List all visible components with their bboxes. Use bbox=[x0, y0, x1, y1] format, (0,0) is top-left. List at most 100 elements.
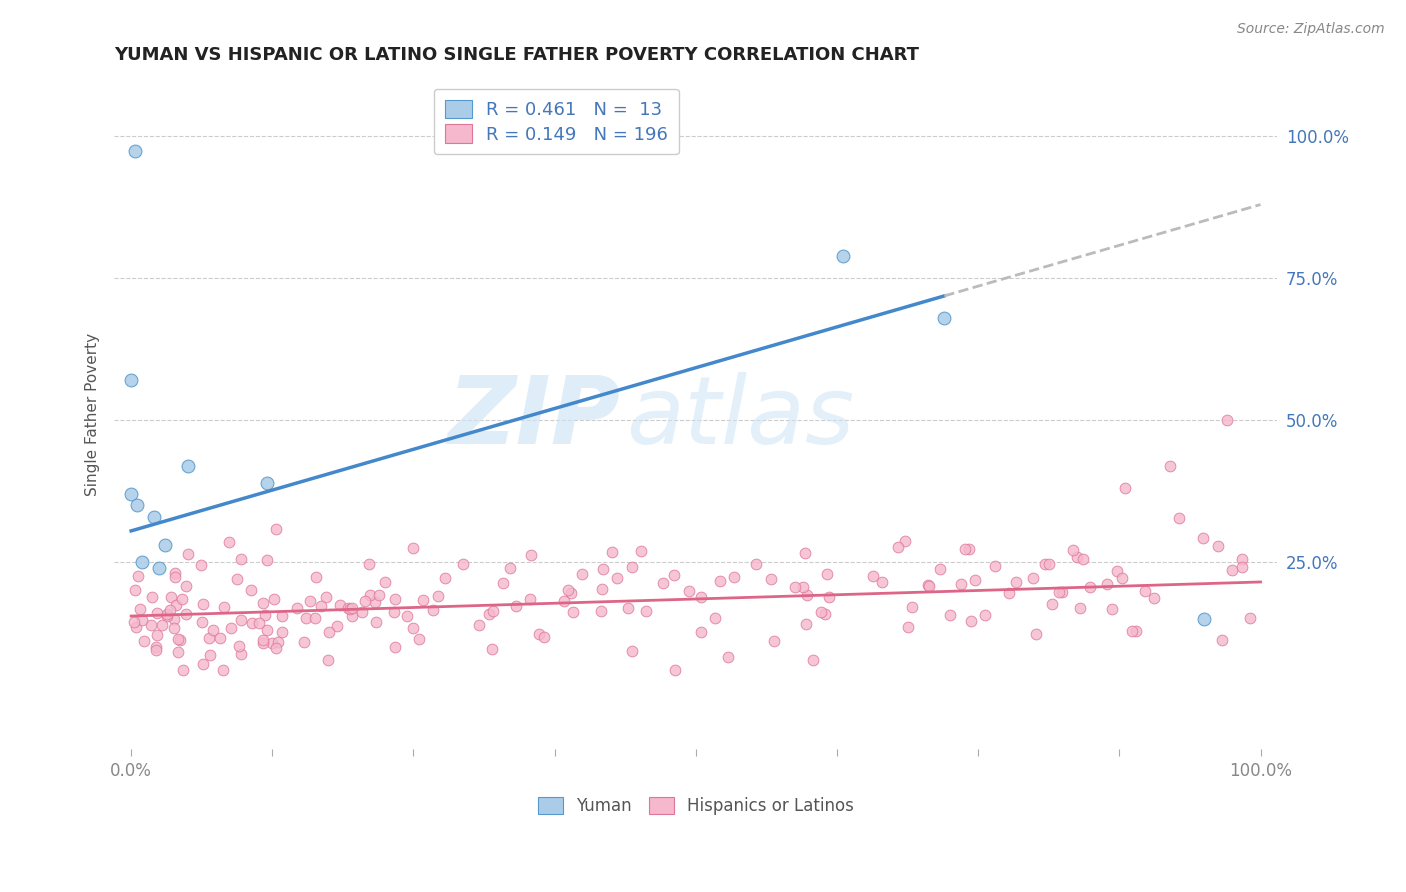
Point bbox=[309, 599, 332, 613]
Point bbox=[491, 575, 513, 590]
Point bbox=[315, 591, 337, 605]
Point bbox=[792, 580, 814, 594]
Point bbox=[709, 574, 731, 589]
Point bbox=[862, 568, 884, 582]
Point bbox=[1133, 584, 1156, 599]
Point bbox=[960, 614, 983, 628]
Point bbox=[152, 617, 174, 632]
Point bbox=[170, 592, 193, 607]
Point bbox=[505, 599, 527, 614]
Point bbox=[1143, 591, 1166, 606]
Text: YUMAN VS HISPANIC OR LATINO SINGLE FATHER POVERTY CORRELATION CHART: YUMAN VS HISPANIC OR LATINO SINGLE FATHE… bbox=[114, 46, 920, 64]
Point bbox=[193, 657, 215, 671]
Point bbox=[163, 612, 186, 626]
Point bbox=[1107, 565, 1129, 579]
Point bbox=[1121, 624, 1143, 639]
Point bbox=[159, 590, 181, 604]
Point bbox=[363, 595, 385, 609]
Point bbox=[678, 583, 700, 598]
Point bbox=[984, 559, 1007, 574]
Point bbox=[621, 560, 644, 574]
Point bbox=[176, 458, 198, 473]
Point bbox=[156, 609, 179, 624]
Point bbox=[339, 602, 361, 616]
Point bbox=[519, 592, 541, 607]
Point bbox=[264, 522, 287, 536]
Point bbox=[125, 499, 148, 513]
Point bbox=[965, 573, 987, 587]
Point bbox=[125, 620, 148, 634]
Point bbox=[229, 613, 252, 627]
Point bbox=[120, 374, 142, 388]
Point bbox=[973, 607, 995, 622]
Point bbox=[156, 607, 179, 621]
Point bbox=[240, 583, 263, 598]
Point bbox=[617, 600, 640, 615]
Point bbox=[256, 624, 278, 638]
Point bbox=[165, 598, 187, 612]
Point bbox=[662, 568, 685, 582]
Point bbox=[253, 607, 276, 622]
Point bbox=[810, 605, 832, 619]
Point bbox=[384, 592, 406, 607]
Point bbox=[664, 663, 686, 677]
Text: Source: ZipAtlas.com: Source: ZipAtlas.com bbox=[1237, 22, 1385, 37]
Point bbox=[703, 611, 725, 625]
Point bbox=[1047, 585, 1070, 599]
Point bbox=[1125, 624, 1147, 639]
Point bbox=[294, 611, 316, 625]
Point bbox=[402, 621, 425, 635]
Point bbox=[1095, 576, 1118, 591]
Point bbox=[329, 599, 352, 613]
Point bbox=[591, 582, 613, 597]
Point bbox=[1101, 602, 1123, 616]
Point bbox=[141, 617, 163, 632]
Point bbox=[1004, 574, 1026, 589]
Point bbox=[1220, 563, 1243, 577]
Point bbox=[1206, 539, 1229, 553]
Point bbox=[145, 606, 167, 620]
Point bbox=[589, 604, 612, 618]
Point bbox=[366, 615, 388, 629]
Point bbox=[571, 567, 593, 582]
Point bbox=[794, 617, 817, 632]
Point bbox=[796, 588, 818, 602]
Point bbox=[252, 633, 274, 648]
Point bbox=[305, 569, 328, 583]
Point bbox=[1168, 511, 1191, 525]
Point bbox=[831, 249, 853, 263]
Point bbox=[427, 589, 450, 603]
Point bbox=[468, 618, 491, 632]
Point bbox=[533, 630, 555, 644]
Point bbox=[557, 583, 579, 598]
Point bbox=[266, 641, 288, 656]
Point bbox=[382, 605, 405, 619]
Point bbox=[260, 635, 283, 649]
Point bbox=[1033, 558, 1056, 572]
Point bbox=[174, 579, 197, 593]
Point bbox=[934, 311, 956, 326]
Point bbox=[408, 632, 430, 646]
Point bbox=[1062, 542, 1084, 557]
Text: ZIP: ZIP bbox=[447, 372, 620, 464]
Point bbox=[218, 534, 240, 549]
Point bbox=[247, 615, 270, 630]
Point bbox=[198, 631, 221, 645]
Point bbox=[630, 544, 652, 558]
Point bbox=[1114, 481, 1136, 495]
Point bbox=[894, 534, 917, 549]
Point bbox=[606, 571, 628, 585]
Point bbox=[354, 594, 377, 608]
Point bbox=[193, 597, 215, 611]
Point bbox=[142, 509, 165, 524]
Point bbox=[340, 609, 363, 624]
Point bbox=[252, 636, 274, 650]
Point bbox=[412, 592, 434, 607]
Point bbox=[1111, 571, 1133, 585]
Point bbox=[1038, 557, 1060, 571]
Point bbox=[270, 609, 292, 624]
Point bbox=[690, 625, 713, 640]
Point bbox=[1192, 531, 1215, 545]
Point bbox=[634, 604, 657, 618]
Point bbox=[202, 624, 225, 638]
